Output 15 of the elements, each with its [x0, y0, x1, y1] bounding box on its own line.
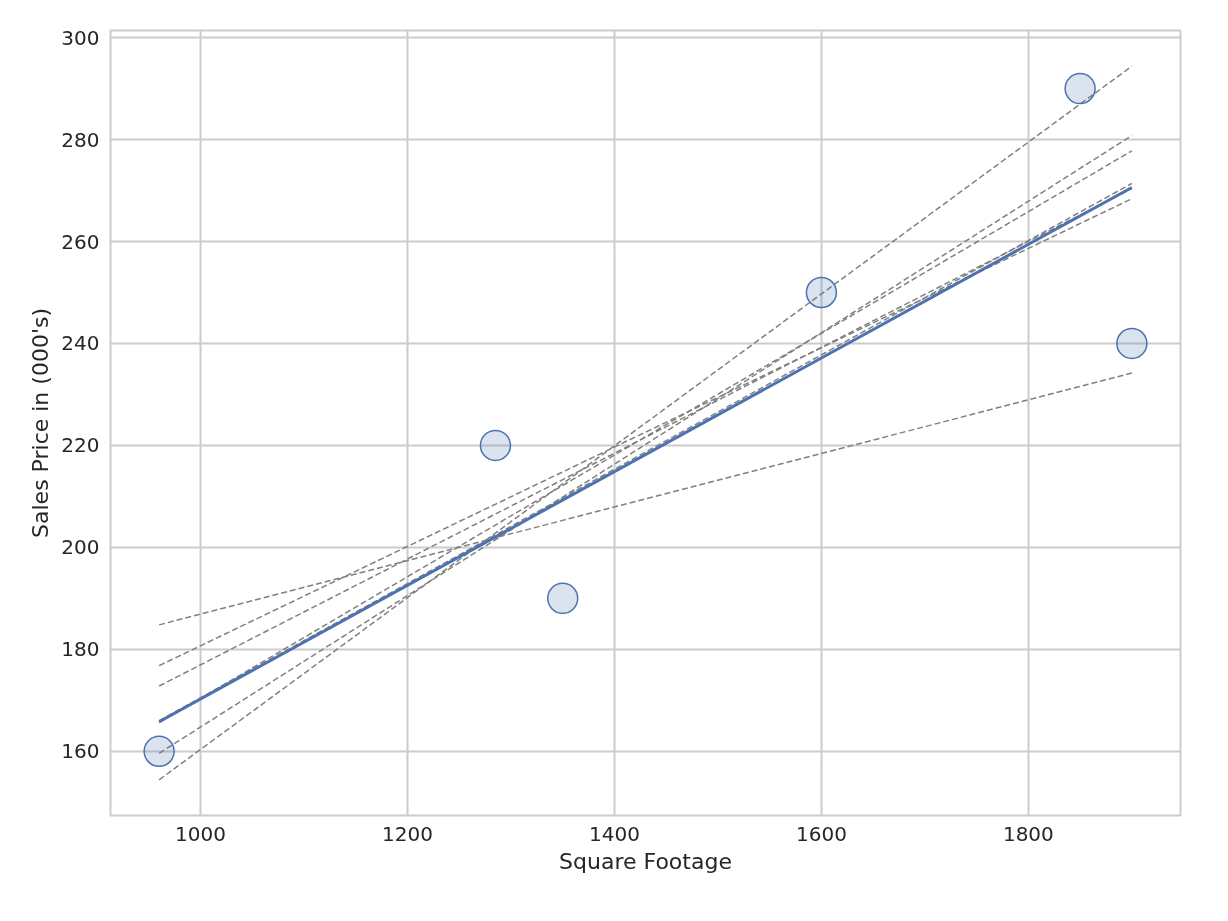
- y-tick-label: 200: [61, 535, 100, 560]
- y-tick-label: 160: [61, 739, 100, 764]
- x-tick-label: 1200: [382, 821, 433, 846]
- y-tick-label: 300: [61, 25, 100, 50]
- x-tick-label: 1800: [1002, 821, 1054, 846]
- y-tick-label: 260: [61, 229, 100, 254]
- y-tick-label: 280: [61, 127, 100, 152]
- x-axis-title: Square Footage: [559, 848, 732, 874]
- y-tick-label: 240: [61, 331, 100, 356]
- x-tick-label: 1000: [175, 821, 226, 846]
- x-tick-label: 1600: [795, 821, 847, 846]
- y-tick-label: 180: [61, 637, 100, 662]
- y-tick-label: 220: [61, 433, 100, 458]
- x-tick-label: 1400: [589, 821, 640, 846]
- y-axis-title: Sales Price in (000's): [28, 308, 54, 538]
